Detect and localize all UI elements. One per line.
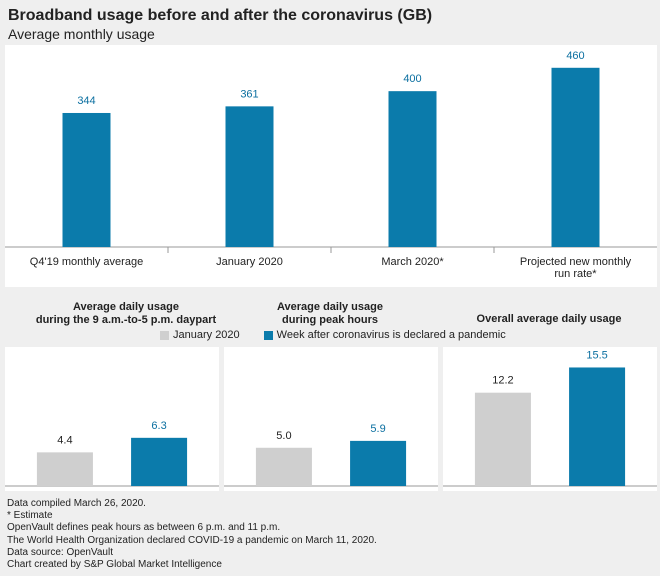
bar: [62, 112, 111, 247]
data-label: 4.4: [57, 434, 72, 446]
legend: January 2020 Week after coronavirus is d…: [160, 329, 530, 341]
bar: [551, 67, 600, 248]
note-estimate: * Estimate: [7, 510, 53, 522]
peak-chart-title: Average daily usage during peak hours: [250, 301, 410, 327]
peak-title-line2: during peak hours: [282, 314, 378, 326]
overall-panel: 12.2 15.5: [443, 347, 657, 491]
monthly-usage-panel: 344 Q4'19 monthly average 361 January 2020 4…: [5, 45, 657, 287]
bar: [474, 392, 531, 486]
daypart-chart-title: Average daily usage during the 9 a.m.-to…: [20, 301, 232, 327]
category-label: Q4'19 monthly average: [30, 256, 143, 268]
overall-chart: 12.2 15.5: [443, 349, 657, 487]
data-label: 361: [240, 88, 258, 100]
daypart-chart: 4.4 6.3: [5, 420, 219, 487]
peak-chart: 5.0 5.9: [224, 423, 438, 487]
note-peak-hours: OpenVault defines peak hours as between …: [7, 522, 281, 534]
data-label: 15.5: [586, 349, 607, 361]
legend-swatch-week: [263, 330, 273, 340]
legend-item-january: January 2020: [160, 329, 240, 341]
data-label: 344: [77, 95, 95, 107]
bar: [569, 367, 626, 486]
legend-item-week: Week after coronavirus is declared a pan…: [263, 329, 506, 341]
chart-title: Broadband usage before and after the cor…: [8, 7, 433, 24]
bar: [225, 106, 274, 247]
data-label: 400: [403, 73, 421, 85]
daypart-panel: 4.4 6.3: [5, 347, 219, 491]
daypart-title-line1: Average daily usage: [73, 301, 179, 313]
bar: [131, 437, 188, 486]
note-who: The World Health Organization declared C…: [7, 534, 377, 546]
monthly-usage-chart: 344 Q4'19 monthly average 361 January 2020 4…: [5, 50, 657, 280]
overall-chart-title: Overall average daily usage: [444, 313, 654, 326]
overall-title-line: Overall average daily usage: [476, 313, 622, 325]
daypart-title-line2: during the 9 a.m.-to-5 p.m. daypart: [35, 314, 217, 326]
bar: [388, 91, 437, 247]
footnotes: Data compiled March 26, 2020. * Estimate…: [7, 498, 377, 571]
legend-label-week: Week after coronavirus is declared a pan…: [276, 329, 506, 341]
data-label: 5.0: [276, 430, 291, 442]
chart-subtitle: Average monthly usage: [8, 26, 155, 42]
category-label: Projected new monthly: [520, 256, 632, 268]
note-compiled: Data compiled March 26, 2020.: [7, 498, 146, 509]
data-label: 460: [566, 50, 584, 62]
data-label: 12.2: [492, 375, 513, 387]
bar: [350, 440, 407, 486]
note-credit: Chart created by S&P Global Market Intel…: [7, 559, 222, 571]
category-label: January 2020: [216, 256, 283, 268]
peak-panel: 5.0 5.9: [224, 347, 438, 491]
peak-title-line1: Average daily usage: [277, 301, 383, 313]
legend-swatch-january: [160, 330, 169, 340]
bar: [36, 452, 93, 486]
data-label: 5.9: [370, 423, 385, 435]
category-label: run rate*: [554, 268, 597, 280]
bar: [255, 447, 312, 486]
category-label: March 2020*: [381, 256, 444, 268]
data-label: 6.3: [151, 420, 166, 432]
note-source: Data source: OpenVault: [7, 546, 113, 558]
legend-label-january: January 2020: [173, 329, 240, 341]
